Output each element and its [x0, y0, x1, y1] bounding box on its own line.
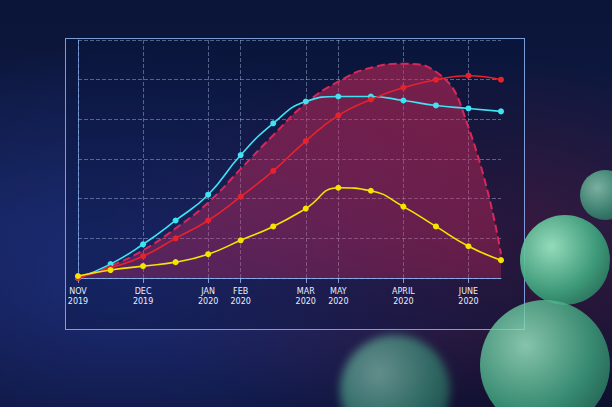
svg-text:2019: 2019 — [133, 297, 153, 306]
svg-text:2020: 2020 — [328, 297, 348, 306]
svg-text:DEC: DEC — [135, 287, 152, 296]
svg-text:2020: 2020 — [198, 297, 218, 306]
svg-text:JAN: JAN — [200, 287, 215, 296]
svg-text:MAR: MAR — [297, 287, 315, 296]
svg-text:FEB: FEB — [233, 287, 248, 296]
svg-text:NOV: NOV — [69, 287, 87, 296]
svg-text:2020: 2020 — [393, 297, 413, 306]
svg-text:2020: 2020 — [458, 297, 478, 306]
svg-text:JUNE: JUNE — [458, 287, 478, 296]
svg-text:2020: 2020 — [296, 297, 316, 306]
svg-text:2019: 2019 — [68, 297, 88, 306]
svg-text:APRIL: APRIL — [392, 287, 415, 296]
svg-text:MAY: MAY — [330, 287, 347, 296]
svg-text:2020: 2020 — [231, 297, 251, 306]
